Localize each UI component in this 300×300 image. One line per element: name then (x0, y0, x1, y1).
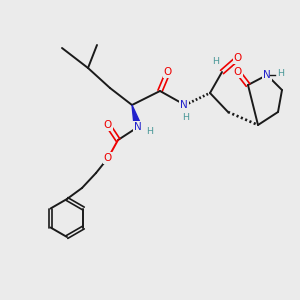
Text: N: N (263, 70, 271, 80)
Text: O: O (164, 67, 172, 77)
Text: N: N (134, 122, 142, 132)
Text: O: O (234, 67, 242, 77)
Text: H: H (212, 58, 220, 67)
Text: H: H (146, 127, 154, 136)
Text: O: O (104, 120, 112, 130)
Text: H: H (182, 113, 190, 122)
Text: H: H (277, 70, 284, 79)
Polygon shape (132, 105, 142, 128)
Text: N: N (180, 100, 188, 110)
Text: O: O (104, 153, 112, 163)
Text: O: O (234, 53, 242, 63)
